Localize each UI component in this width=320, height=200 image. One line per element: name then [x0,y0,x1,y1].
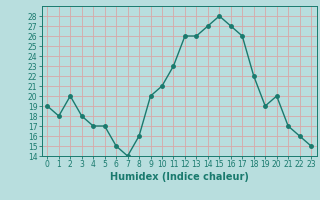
X-axis label: Humidex (Indice chaleur): Humidex (Indice chaleur) [110,172,249,182]
